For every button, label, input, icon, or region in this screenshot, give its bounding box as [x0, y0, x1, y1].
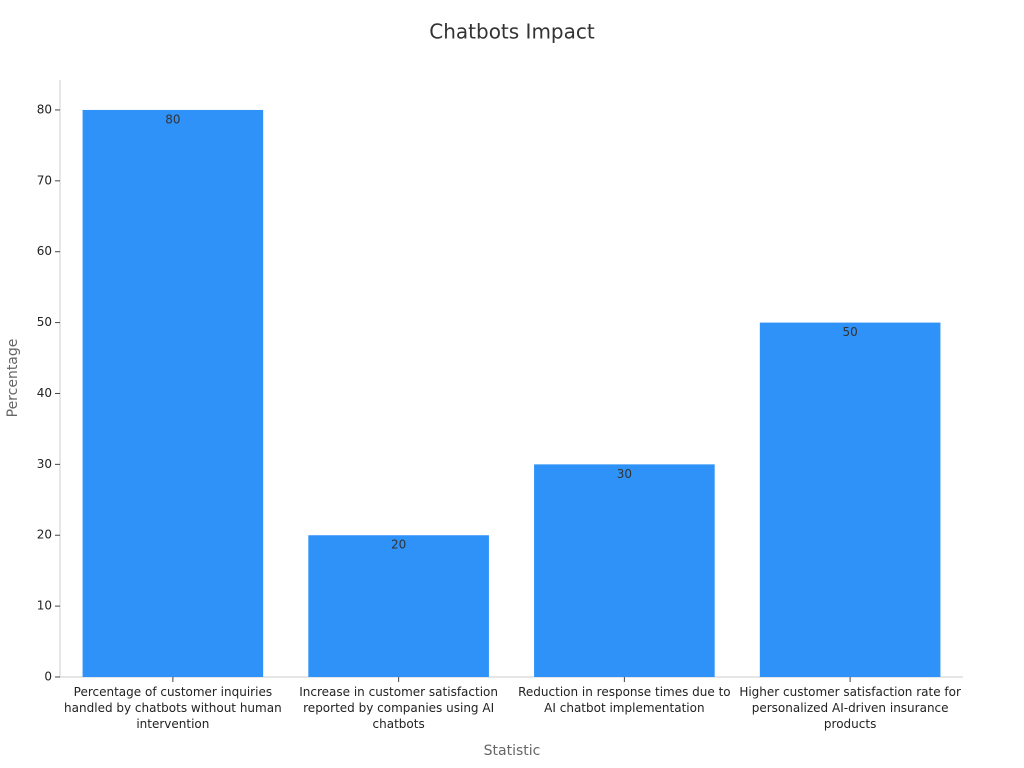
bar — [308, 535, 489, 677]
y-tick-label: 70 — [37, 173, 52, 187]
bar — [534, 464, 715, 677]
x-tick-label-box: Higher customer satisfaction rate for pe… — [739, 685, 961, 731]
y-tick-label: 0 — [44, 670, 52, 684]
value-label: 50 — [842, 325, 857, 339]
y-tick-label: 80 — [37, 102, 52, 116]
y-tick-label: 60 — [37, 244, 52, 258]
y-tick-label: 10 — [37, 599, 52, 613]
x-axis-label: Statistic — [484, 743, 541, 759]
x-tick-label: Higher customer satisfaction rate for pe… — [739, 685, 961, 731]
x-tick-label-box: Percentage of customer inquiries handled… — [64, 685, 282, 731]
y-axis-label: Percentage — [5, 339, 21, 418]
value-label: 30 — [617, 467, 632, 481]
x-tick-label: Increase in customer satisfaction report… — [299, 685, 498, 731]
y-tick-label: 40 — [37, 386, 52, 400]
x-tick-label-box: Reduction in response times due to AI ch… — [518, 685, 731, 715]
bar — [82, 109, 264, 677]
x-tick-label: Percentage of customer inquiries handled… — [64, 685, 282, 731]
bar — [759, 322, 941, 677]
y-tick-label: 30 — [37, 457, 52, 471]
y-tick-label: 20 — [37, 528, 52, 542]
chart-title: Chatbots Impact — [429, 20, 595, 44]
value-label: 80 — [165, 112, 180, 126]
y-tick-label: 50 — [37, 315, 52, 329]
x-tick-label-box: Increase in customer satisfaction report… — [299, 685, 498, 731]
value-label: 20 — [391, 538, 406, 552]
x-tick-label: Reduction in response times due to AI ch… — [518, 685, 731, 715]
